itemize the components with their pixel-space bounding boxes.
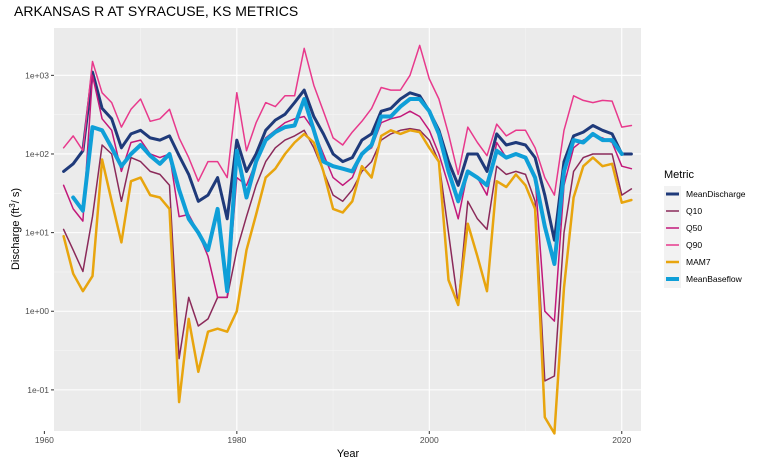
legend-label-mam7: MAM7	[686, 257, 711, 267]
legend-label-q90: Q90	[686, 240, 702, 250]
series-line-meanbaseflow	[71, 97, 624, 294]
y-axis-title: Discharge (ft3/ s)	[8, 188, 22, 270]
y-tick-label: 1e+03	[25, 70, 49, 80]
y-tick-labels: 1e-01 1e+00 1e+01 1e+02 1e+03	[25, 70, 49, 395]
series-line-mam7	[62, 129, 633, 435]
series-lines	[62, 44, 633, 435]
y-axis-title-base: Discharge (ft	[10, 208, 22, 270]
y-axis-title-superscript: 3	[8, 203, 17, 208]
y-tick-label: 1e+01	[25, 228, 49, 238]
series-line-q90	[62, 44, 633, 196]
x-tick-label: 2020	[612, 435, 631, 445]
x-tick-label: 1960	[35, 435, 54, 445]
y-tick-label: 1e-01	[27, 385, 49, 395]
legend: Metric MeanDischarge Q10 Q50 Q90 MAM7 MeanBas…	[664, 169, 746, 288]
legend-label-q10: Q10	[686, 206, 702, 216]
legend-label-meandischarge: MeanDischarge	[686, 189, 746, 199]
y-tick-label: 1e+00	[25, 306, 49, 316]
y-axis-title-tail: / s)	[10, 188, 22, 203]
x-tick-label: 2000	[420, 435, 439, 445]
axis-ticks	[43, 74, 623, 434]
y-tick-label: 1e+02	[25, 149, 49, 159]
x-axis-title: Year	[337, 448, 360, 460]
legend-label-meanbaseflow: MeanBaseflow	[686, 274, 743, 284]
series-line-q50	[62, 74, 633, 322]
chart-title: ARKANSAS R AT SYRACUSE, KS METRICS	[14, 3, 298, 19]
legend-title: Metric	[664, 169, 694, 181]
series-line-meandischarge	[62, 70, 633, 242]
legend-label-q50: Q50	[686, 223, 702, 233]
x-tick-label: 1980	[227, 435, 246, 445]
x-tick-labels: 1960 1980 2000 2020	[35, 435, 632, 445]
